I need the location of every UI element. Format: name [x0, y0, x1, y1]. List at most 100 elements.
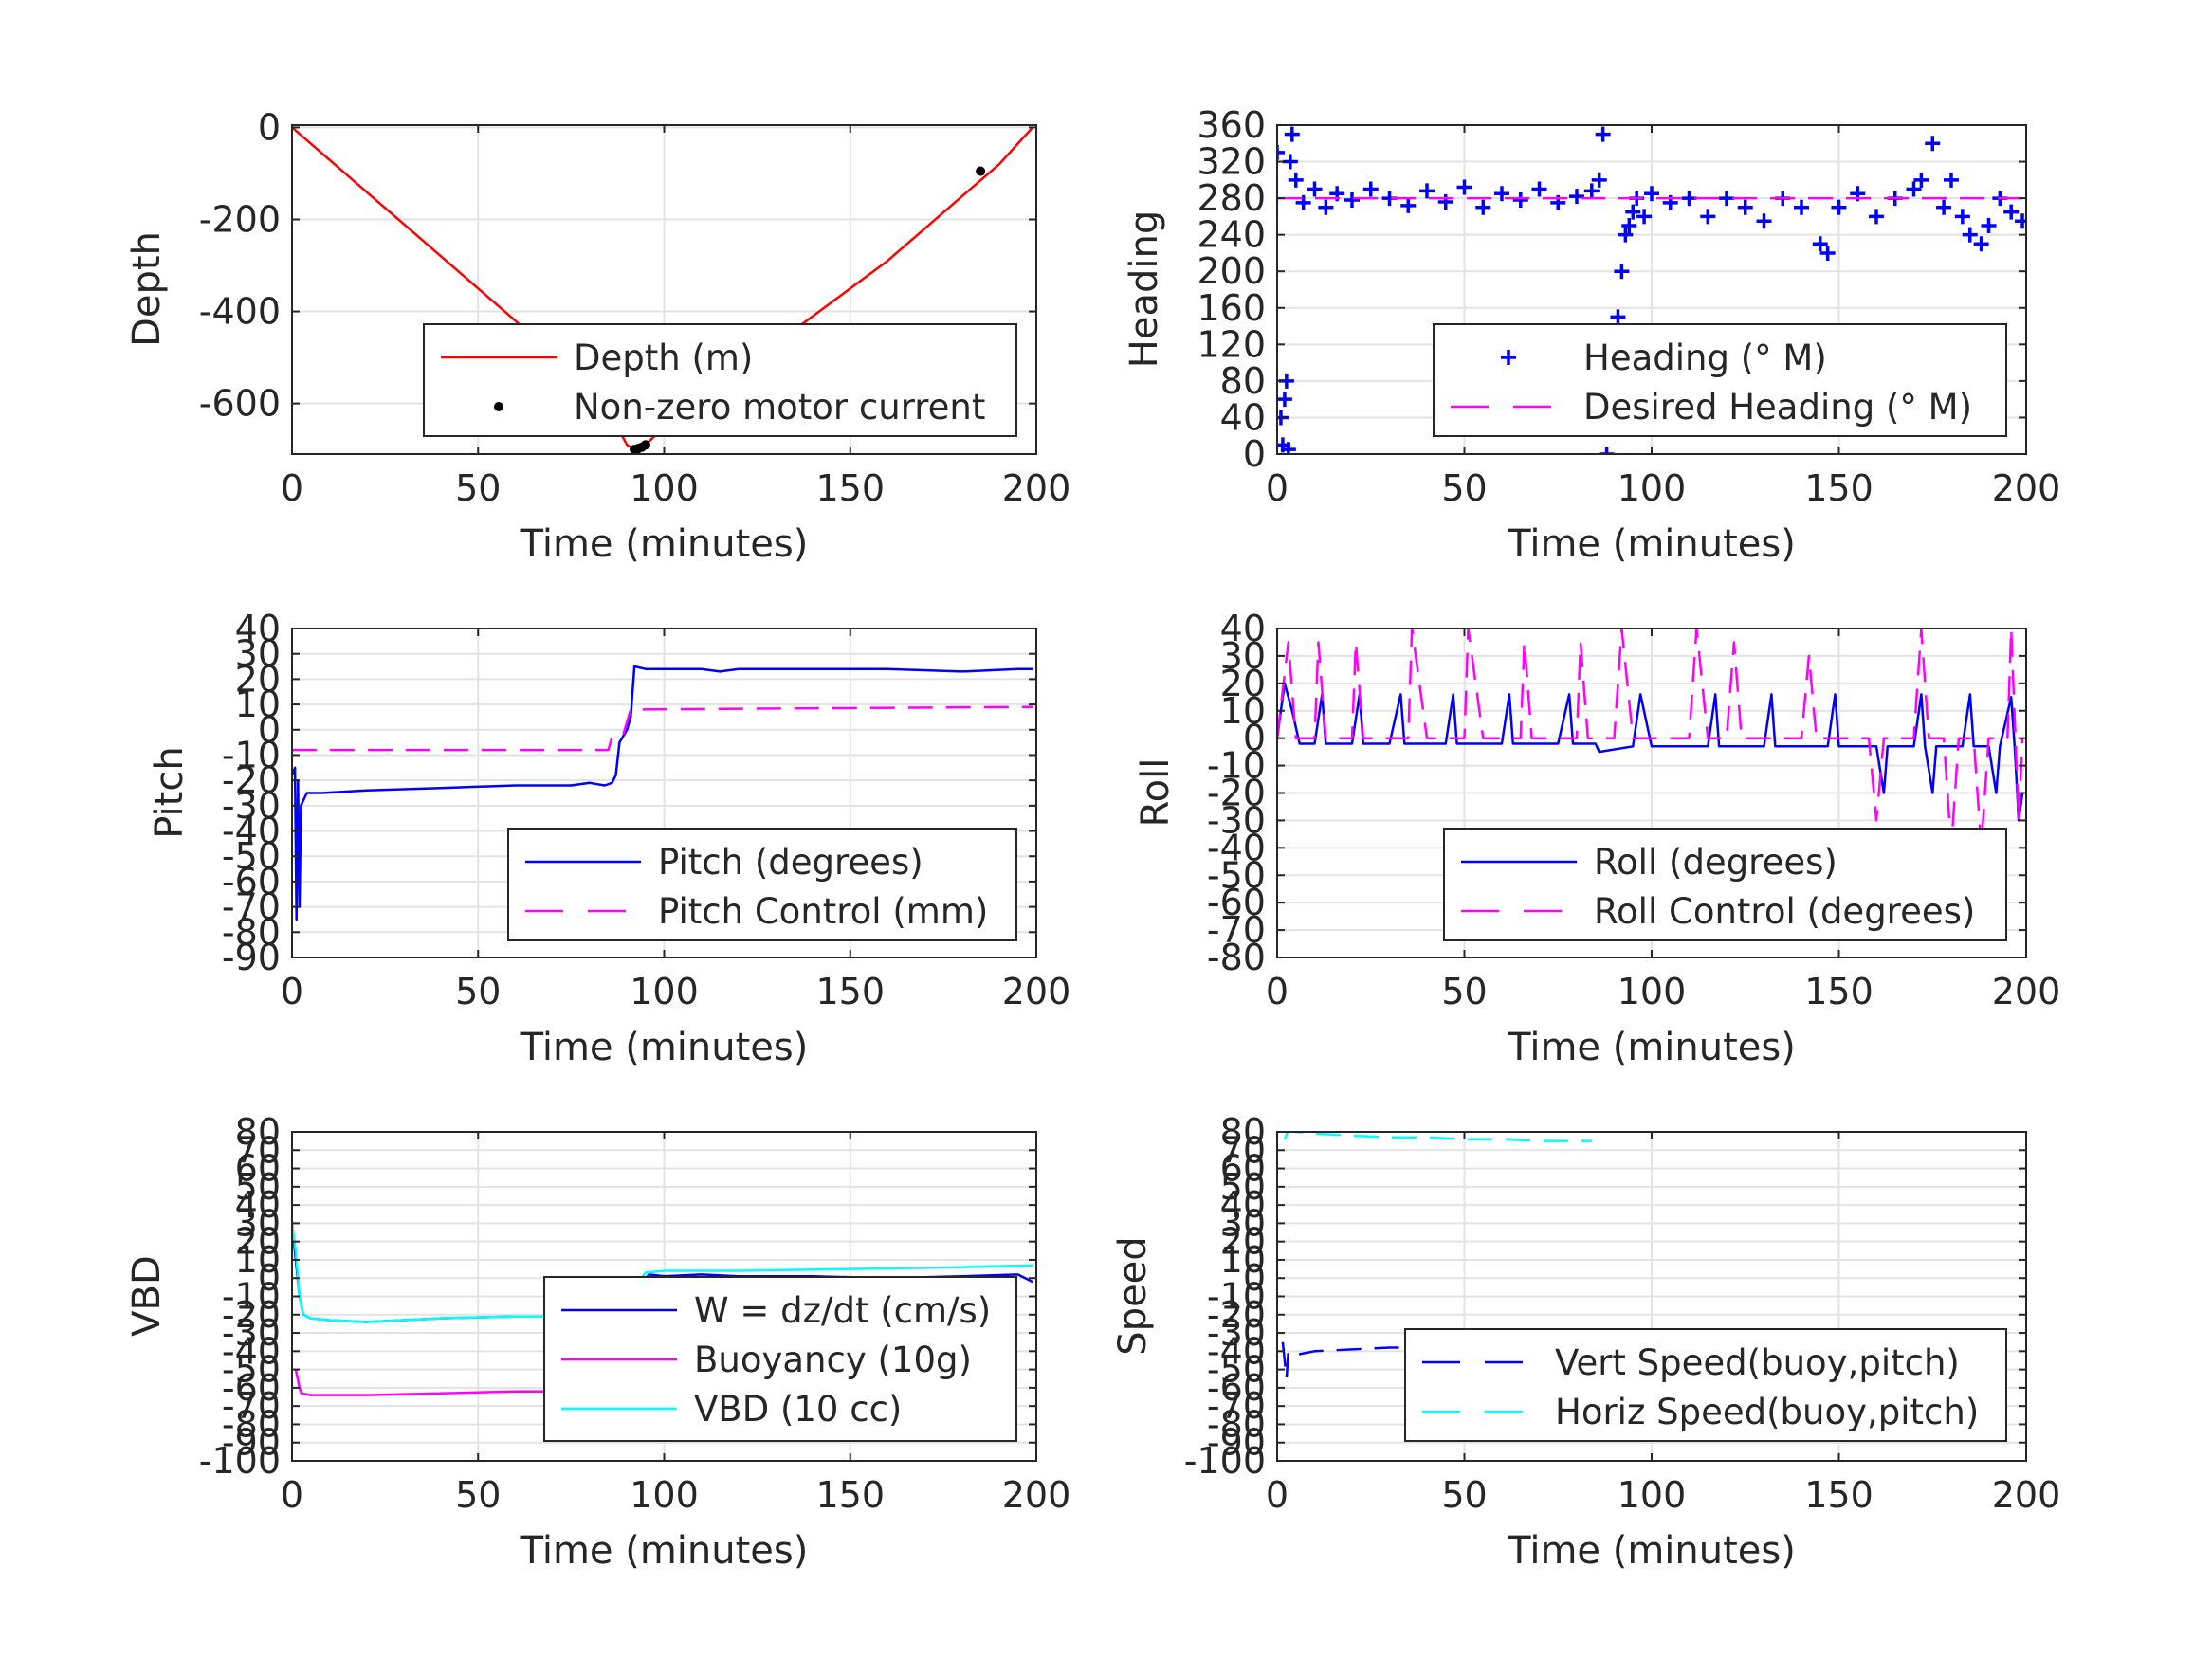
y-tick-label: -40 [1207, 1330, 1266, 1372]
x-tick-label: 200 [1992, 1474, 2061, 1516]
data-point [1756, 213, 1772, 229]
series-line-2 [1283, 1132, 1592, 1142]
y-tick-label: -20 [222, 759, 281, 801]
y-tick-label: 320 [1197, 141, 1266, 183]
x-tick-label: 200 [1002, 971, 1071, 1012]
y-tick-label: -80 [222, 1403, 281, 1445]
y-tick-label: 40 [235, 608, 281, 649]
legend-box [1404, 1328, 2007, 1442]
y-tick-label: 40 [1220, 608, 1266, 649]
y-tick-label: 280 [1197, 177, 1266, 219]
data-point [1288, 172, 1304, 188]
y-tick-label: -40 [222, 811, 281, 852]
data-point [1610, 309, 1626, 325]
y-tick-label: 40 [235, 1184, 281, 1226]
legend-label: W = dz/dt (cm/s) [694, 1290, 991, 1331]
legend: Vert Speed(buoy,pitch) Horiz Speed(buoy,p… [1404, 1328, 2007, 1442]
legend: Pitch (degrees) Pitch Control (mm) [507, 828, 1017, 941]
x-tick-label: 0 [281, 467, 303, 509]
y-tick-label: 20 [235, 658, 281, 700]
x-tick-label: 0 [281, 1474, 303, 1516]
y-tick-label: -50 [222, 1349, 281, 1391]
y-axis-label: VBD [125, 1255, 169, 1337]
y-tick-label: -80 [1207, 937, 1266, 978]
y-tick-label: 20 [1220, 663, 1266, 704]
y-tick-label: 70 [235, 1129, 281, 1171]
data-point [1419, 183, 1435, 199]
y-tick-label: 360 [1197, 104, 1266, 146]
legend-label: Roll Control (degrees) [1594, 891, 1975, 932]
y-tick-label: -200 [199, 198, 281, 240]
y-tick-label: 50 [235, 1166, 281, 1208]
data-point [1437, 193, 1453, 210]
data-point [1621, 218, 1637, 234]
x-tick-label: 100 [630, 467, 699, 509]
data-point [976, 166, 986, 176]
y-axis-label: Pitch [148, 746, 192, 838]
series-line-2 [292, 705, 1033, 752]
y-tick-label: -80 [222, 911, 281, 953]
legend: W = dz/dt (cm/s) Buoyancy (10g) VBD (10 cc… [543, 1276, 1017, 1442]
y-tick-label: -60 [222, 861, 281, 902]
data-point [1831, 199, 1847, 215]
y-tick-label: 10 [235, 684, 281, 725]
legend-label: Pitch Control (mm) [658, 891, 988, 932]
y-tick-label: -10 [222, 734, 281, 775]
legend-label: Vert Speed(buoy,pitch) [1555, 1342, 1960, 1383]
y-tick-label: -80 [1207, 1403, 1266, 1445]
x-tick-label: 150 [815, 1474, 885, 1516]
x-tick-label: 200 [1002, 467, 1071, 509]
legend-label: Horiz Speed(buoy,pitch) [1555, 1392, 1979, 1432]
y-tick-label: 0 [1243, 718, 1266, 759]
y-tick-label: 50 [1220, 1166, 1266, 1208]
data-point [1944, 172, 1959, 188]
data-point [1494, 186, 1509, 202]
series-group [1277, 126, 2026, 454]
y-tick-label: 30 [1220, 1202, 1266, 1244]
data-point [640, 440, 650, 450]
y-tick-label: 30 [1220, 635, 1266, 677]
y-tick-label: 30 [235, 1202, 281, 1244]
y-tick-label: -30 [222, 1312, 281, 1354]
x-tick-label: 0 [1266, 467, 1289, 509]
data-point [1936, 199, 1952, 215]
data-point [1307, 181, 1323, 197]
data-point [1318, 199, 1334, 215]
y-tick-label: -60 [222, 1367, 281, 1409]
data-point [1277, 144, 1285, 160]
data-point [1913, 172, 1929, 188]
y-axis-label: Depth [125, 231, 169, 347]
data-point [1954, 209, 1970, 225]
data-point [1962, 227, 1978, 243]
data-point [1906, 181, 1922, 197]
data-point [1737, 199, 1753, 215]
data-point [1344, 192, 1360, 209]
y-tick-label: -600 [199, 383, 281, 425]
x-axis-label: Time (minutes) [520, 522, 809, 566]
data-point [1812, 236, 1828, 252]
y-tick-label: -10 [1207, 745, 1266, 787]
data-point [1819, 245, 1836, 261]
legend-swatch-marker [1501, 350, 1516, 365]
data-point [1614, 264, 1630, 280]
y-tick-label: -50 [1207, 1349, 1266, 1391]
y-tick-label: -30 [1207, 799, 1266, 841]
x-tick-label: 100 [1618, 1474, 1687, 1516]
y-tick-label: -30 [1207, 1312, 1266, 1354]
y-tick-label: 200 [1197, 250, 1266, 292]
y-tick-label: 40 [1220, 396, 1266, 438]
x-tick-label: 150 [1804, 467, 1874, 509]
y-tick-label: -90 [1207, 1422, 1266, 1464]
data-point [1869, 209, 1884, 225]
y-tick-label: 160 [1197, 287, 1266, 329]
x-tick-label: 150 [815, 971, 885, 1012]
x-axis-label: Time (minutes) [1507, 1529, 1796, 1573]
y-tick-label: -70 [1207, 1385, 1266, 1427]
y-tick-label: -400 [199, 291, 281, 333]
y-tick-label: 120 [1197, 323, 1266, 365]
chart-panel-5: 0 50 100 150 20080706050403020100-10-20-30-4… [125, 1111, 1070, 1573]
x-axis-label: Time (minutes) [520, 1026, 809, 1069]
legend: Roll (degrees) Roll Control (degrees) [1443, 828, 2007, 941]
series-group [292, 665, 1033, 921]
data-point [2015, 213, 2026, 229]
